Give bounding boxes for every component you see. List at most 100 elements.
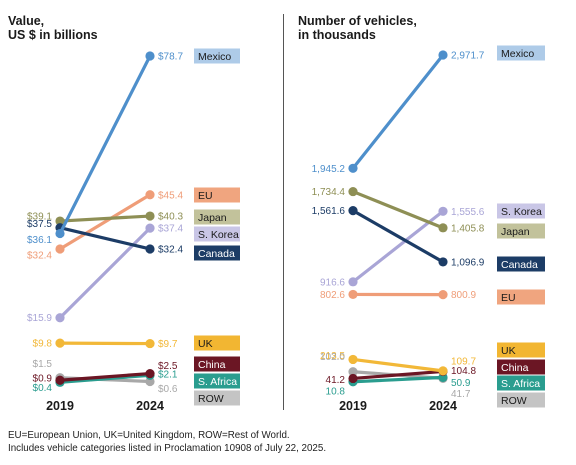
vehicles-tag-eu: EU xyxy=(501,292,516,304)
vehicles-label-s-africa-2024: 50.9 xyxy=(451,378,471,389)
vehicles-label-china-2024: 104.8 xyxy=(451,366,476,377)
value-point-eu-2019 xyxy=(55,244,65,254)
vehicles-point-china-2019 xyxy=(348,373,358,384)
value-line-mexico xyxy=(58,54,152,236)
value-tag-box-japan xyxy=(194,209,240,225)
value-label-mexico-2019: $36.1 xyxy=(27,235,52,246)
value-label-canada-2019: $37.5 xyxy=(27,219,52,230)
vehicles-tag-box-canada xyxy=(497,256,545,272)
vehicles-tag-box-mexico xyxy=(497,45,545,61)
value-point-canada-2024 xyxy=(145,244,155,254)
vehicles-tag-china: China xyxy=(501,362,529,374)
vehicles-tag-row: ROW xyxy=(501,395,527,407)
vehicles-label-canada-2024: 1,096.9 xyxy=(451,257,485,268)
vehicles-label-canada-2019: 1,561.6 xyxy=(312,206,346,217)
value-label-s-africa-2024: $2.1 xyxy=(158,370,178,381)
vehicles-label-mexico-2019: 1,945.2 xyxy=(312,164,346,175)
value-point-s-korea-2019 xyxy=(55,313,65,323)
vehicles-point-eu-2024 xyxy=(438,290,448,300)
value-year-2019: 2019 xyxy=(46,399,74,413)
vehicles-point-japan-2024 xyxy=(438,223,448,233)
vehicles-label-uk-2019: 213.5 xyxy=(320,351,345,362)
value-tag-china: China xyxy=(198,359,226,371)
value-label-uk-2024: $9.7 xyxy=(158,339,178,350)
value-tag-box-canada xyxy=(194,245,240,261)
value-label-eu-2019: $32.4 xyxy=(27,250,52,261)
value-tag-row: ROW xyxy=(198,393,224,405)
vehicles-tag-box-eu xyxy=(497,289,545,305)
vehicles-point-uk-2024 xyxy=(438,366,448,376)
vehicles-point-uk-2019 xyxy=(348,354,358,365)
value-tag-uk: UK xyxy=(198,338,213,350)
vehicles-label-japan-2024: 1,405.8 xyxy=(451,223,485,234)
value-point-uk-2024 xyxy=(145,338,155,349)
value-line-china xyxy=(58,371,152,382)
vehicles-line-canada xyxy=(351,209,445,264)
vehicles-point-s-korea-2024 xyxy=(438,206,448,216)
vehicles-point-canada-2019 xyxy=(348,206,358,216)
vehicles-label-s-korea-2024: 1,555.6 xyxy=(451,207,485,218)
vehicles-label-uk-2024: 109.7 xyxy=(451,356,476,367)
vehicles-tag-s-africa: S. Africa xyxy=(501,378,540,390)
vehicles-point-eu-2019 xyxy=(348,289,358,300)
vehicles-point-mexico-2024 xyxy=(438,50,448,60)
value-label-uk-2019: $9.8 xyxy=(33,339,53,350)
value-label-row-2019: $1.5 xyxy=(33,359,53,370)
vehicles-point-canada-2024 xyxy=(438,257,448,267)
value-point-japan-2019 xyxy=(55,216,65,226)
vehicles-year-2024: 2024 xyxy=(429,399,457,413)
value-label-row-2024: $0.6 xyxy=(158,384,178,395)
vehicles-tag-uk: UK xyxy=(501,345,516,357)
vehicles-label-row-2019: 102.0 xyxy=(320,352,345,363)
vehicles-line-japan xyxy=(351,189,445,230)
value-point-japan-2024 xyxy=(145,211,155,221)
vehicles-panel-title: Number of vehicles, in thousands xyxy=(298,14,417,42)
value-tag-box-china xyxy=(194,356,240,372)
value-point-mexico-2019 xyxy=(55,228,65,239)
vehicles-label-japan-2019: 1,734.4 xyxy=(312,187,346,198)
vehicles-label-s-africa-2019: 10.8 xyxy=(326,386,346,397)
vehicles-label-eu-2024: 800.9 xyxy=(451,290,476,301)
value-tag-box-s-korea xyxy=(194,226,240,242)
value-label-china-2024: $2.5 xyxy=(158,361,178,372)
value-tag-s-korea: S. Korea xyxy=(198,229,239,241)
vehicles-tag-box-s-africa xyxy=(497,375,545,391)
value-label-s-africa-2019: $0.4 xyxy=(33,383,53,394)
vehicles-line-china xyxy=(351,369,445,381)
value-label-mexico-2024: $78.7 xyxy=(158,52,183,63)
value-label-japan-2019: $39.1 xyxy=(27,212,52,223)
value-tag-japan: Japan xyxy=(198,212,227,224)
value-label-canada-2024: $32.4 xyxy=(158,244,183,255)
value-tag-canada: Canada xyxy=(198,248,235,260)
vehicles-tag-canada: Canada xyxy=(501,259,538,271)
value-tag-s-africa: S. Africa xyxy=(198,376,237,388)
value-label-japan-2024: $40.3 xyxy=(158,212,183,223)
vehicles-year-2019: 2019 xyxy=(339,399,367,413)
footnote-abbreviations: EU=European Union, UK=United Kingdom, RO… xyxy=(8,430,290,441)
panel-divider xyxy=(283,14,284,410)
vehicles-point-mexico-2019 xyxy=(348,163,358,173)
vehicles-line-uk xyxy=(351,357,445,373)
vehicles-tag-mexico: Mexico xyxy=(501,48,534,60)
value-line-s-korea xyxy=(58,226,152,320)
value-line-canada xyxy=(58,226,152,251)
vehicles-tag-s-korea: S. Korea xyxy=(501,206,542,218)
value-point-uk-2019 xyxy=(55,338,65,348)
value-point-s-korea-2024 xyxy=(145,223,155,233)
value-point-mexico-2024 xyxy=(145,51,155,61)
value-point-china-2019 xyxy=(55,375,65,385)
value-label-eu-2024: $45.4 xyxy=(158,190,183,201)
value-tag-box-mexico xyxy=(194,48,240,64)
vehicles-tag-box-japan xyxy=(497,223,545,239)
value-tag-box-row xyxy=(194,390,240,406)
vehicles-tag-box-china xyxy=(497,359,545,375)
value-year-2024: 2024 xyxy=(136,399,164,413)
vehicles-line-mexico xyxy=(351,53,445,170)
vehicles-label-china-2019: 41.2 xyxy=(326,375,346,386)
value-panel-title: Value, US $ in billions xyxy=(8,14,98,42)
vehicles-point-row-2019 xyxy=(348,367,358,377)
value-point-china-2024 xyxy=(145,368,155,379)
value-line-japan xyxy=(58,214,152,223)
vehicles-tag-box-row xyxy=(497,392,545,408)
vehicles-tag-box-s-korea xyxy=(497,203,545,219)
